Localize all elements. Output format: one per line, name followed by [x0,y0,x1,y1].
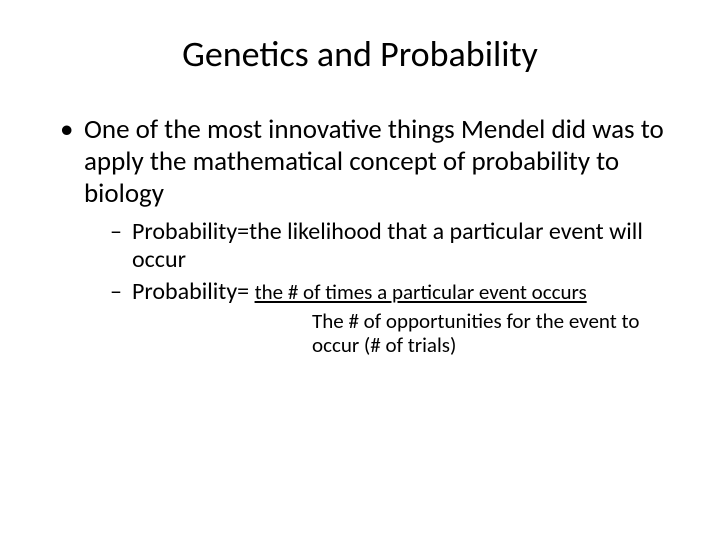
bullet-text: One of the most innovative things Mendel… [84,113,664,210]
bullet-list-level1: One of the most innovative things Mendel… [40,114,680,358]
bullet-list-level2: Probability=the likelihood that a partic… [84,218,680,358]
sub-bullet-item: Probability= the # of times a particular… [110,278,680,358]
fraction-prefix: Probability= [132,277,255,306]
slide-title: Genetics and Probability [40,32,680,76]
fraction-denominator: The # of opportunities for the event to … [132,309,680,359]
fraction-numerator: the # of times a particular event occurs [255,279,587,305]
slide: Genetics and Probability One of the most… [0,0,720,540]
sub-bullet-text: Probability=the likelihood that a partic… [132,217,643,274]
sub-bullet-item: Probability=the likelihood that a partic… [110,218,680,275]
bullet-item: One of the most innovative things Mendel… [60,114,680,358]
